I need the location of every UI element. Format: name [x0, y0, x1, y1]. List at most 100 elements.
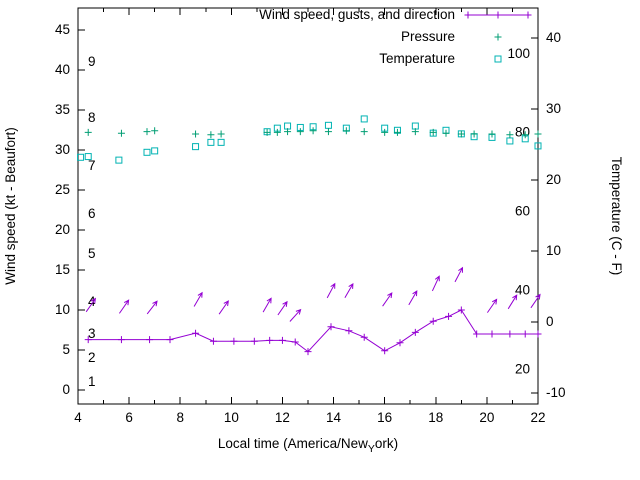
pressure-point	[521, 131, 529, 139]
pressure-point	[411, 128, 419, 136]
pressure-point	[117, 129, 125, 137]
wind-speed-point	[521, 330, 529, 338]
pressure-point	[457, 130, 465, 138]
x-axis-title-part: Y	[368, 443, 375, 455]
pressure-point	[429, 128, 437, 136]
legend-label: Wind speed, gusts, and direction	[259, 7, 455, 22]
wind-speed-point	[304, 348, 312, 356]
fahrenheit-scale-label: 100	[507, 46, 530, 61]
wind-speed-point	[488, 330, 496, 338]
beaufort-scale-label: 1	[88, 374, 96, 389]
temperature-point	[84, 153, 92, 161]
wind-speed-point	[396, 339, 404, 347]
wind-speed-line	[88, 309, 538, 353]
temperature-point	[192, 143, 200, 151]
x-tick-label: 22	[530, 410, 545, 425]
wind-speed-point	[250, 337, 258, 345]
pressure-point	[324, 128, 332, 136]
legend-sample-marker	[464, 11, 472, 19]
x-tick-label: 16	[377, 410, 392, 425]
legend-label: Temperature	[379, 51, 455, 66]
wind-speed-point	[457, 306, 465, 314]
wind-direction-arrow	[277, 300, 288, 316]
x-axis-title-part: ork)	[375, 436, 398, 451]
wind-speed-point	[84, 336, 92, 344]
temperature-point	[151, 147, 159, 155]
x-tick-label: 4	[74, 410, 82, 425]
wind-direction-arrow	[118, 299, 130, 314]
x-tick-label: 18	[428, 410, 443, 425]
y-left-tick-label: 45	[55, 22, 70, 37]
wind-speed-point	[381, 347, 389, 355]
wind-direction-arrow	[486, 298, 498, 313]
fahrenheit-scale-label: 20	[515, 361, 530, 376]
y-left-tick-label: 30	[55, 142, 70, 157]
x-tick-label: 20	[479, 410, 494, 425]
wind-direction-arrow	[530, 293, 541, 309]
wind-direction-arrow	[85, 297, 97, 313]
temperature-point	[77, 153, 85, 161]
beaufort-scale-label: 2	[88, 350, 96, 365]
wind-speed-point	[534, 330, 542, 338]
pressure-point	[360, 128, 368, 136]
pressure-point	[143, 128, 151, 136]
temperature-point	[360, 115, 368, 123]
pressure-point	[488, 130, 496, 138]
wind-speed-point	[230, 337, 238, 345]
wind-direction-arrow	[289, 308, 302, 322]
y-left-tick-label: 40	[55, 62, 70, 77]
temperature-point	[534, 142, 542, 150]
pressure-point	[151, 127, 159, 135]
wind-speed-point	[192, 329, 200, 337]
y-left-tick-label: 15	[55, 262, 70, 277]
legend-sample-marker	[494, 33, 502, 41]
y-left-tick-label: 25	[55, 182, 70, 197]
beaufort-scale-label: 9	[88, 54, 96, 69]
y-right-tick-label: 40	[546, 30, 561, 45]
wind-direction-arrow	[431, 275, 440, 292]
wind-direction-arrow	[193, 291, 203, 307]
y-left-tick-label: 20	[55, 222, 70, 237]
wind-direction-arrow	[408, 290, 418, 306]
wind-speed-point	[291, 338, 299, 346]
beaufort-scale-label: 4	[88, 294, 96, 309]
x-tick-label: 14	[326, 410, 342, 425]
temperature-point	[115, 156, 123, 164]
pressure-point	[207, 131, 215, 139]
fahrenheit-scale-label: 40	[515, 282, 530, 297]
legend-sample-marker	[494, 55, 502, 63]
y-left-tick-label: 5	[62, 342, 70, 357]
pressure-point	[309, 127, 317, 135]
wind-speed-point	[429, 317, 437, 325]
x-tick-label: 6	[125, 410, 133, 425]
wind-speed-point	[278, 336, 286, 344]
beaufort-scale-label: 6	[88, 206, 96, 221]
wind-speed-point	[345, 327, 353, 335]
wind-speed-point	[327, 323, 335, 331]
wind-speed-point	[266, 336, 274, 344]
beaufort-scale-label: 3	[88, 326, 96, 341]
wind-speed-point	[506, 330, 514, 338]
wind-speed-point	[209, 337, 217, 345]
beaufort-scale-label: 8	[88, 110, 96, 125]
pressure-point	[217, 130, 225, 138]
pressure-point	[342, 127, 350, 135]
x-tick-label: 12	[275, 410, 290, 425]
beaufort-scale-label: 5	[88, 246, 96, 261]
y-left-tick-label: 0	[62, 382, 70, 397]
y-left-tick-label: 35	[55, 102, 70, 117]
wind-direction-arrow	[382, 292, 393, 307]
x-axis-title: Local time (America/NewYork)	[218, 436, 398, 455]
pressure-point	[192, 130, 200, 138]
wind-speed-point	[146, 336, 154, 344]
wind-speed-point	[166, 336, 174, 344]
temperature-point	[143, 148, 151, 156]
pressure-point	[442, 129, 450, 137]
pressure-point	[284, 128, 292, 136]
y-right-tick-label: -10	[546, 385, 566, 400]
wind-direction-arrow	[507, 294, 518, 310]
wind-direction-arrow	[344, 282, 354, 298]
wind-speed-point	[360, 333, 368, 341]
